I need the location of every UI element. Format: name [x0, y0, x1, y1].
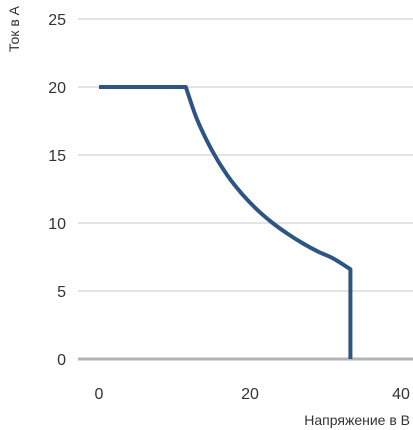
- x-tick-label-0: 0: [95, 386, 104, 403]
- x-tick-labels: 0 20 40: [95, 386, 410, 403]
- y-tick-label-25: 25: [48, 12, 66, 29]
- series-layer: [99, 85, 353, 359]
- x-tick-label-40: 40: [392, 386, 410, 403]
- x-axis-title: Напряжение в В: [304, 412, 410, 428]
- y-tick-label-5: 5: [57, 284, 66, 301]
- y-axis: 0 5 10 15 20 25: [48, 12, 66, 369]
- y-axis-title: Ток в А: [6, 5, 22, 52]
- x-tick-label-20: 20: [241, 386, 259, 403]
- series-line-0: [99, 85, 353, 359]
- y-tick-label-20: 20: [48, 80, 66, 97]
- y-tick-label-15: 15: [48, 148, 66, 165]
- y-tick-label-10: 10: [48, 216, 66, 233]
- grid: [78, 18, 413, 292]
- y-tick-label-0: 0: [57, 352, 66, 369]
